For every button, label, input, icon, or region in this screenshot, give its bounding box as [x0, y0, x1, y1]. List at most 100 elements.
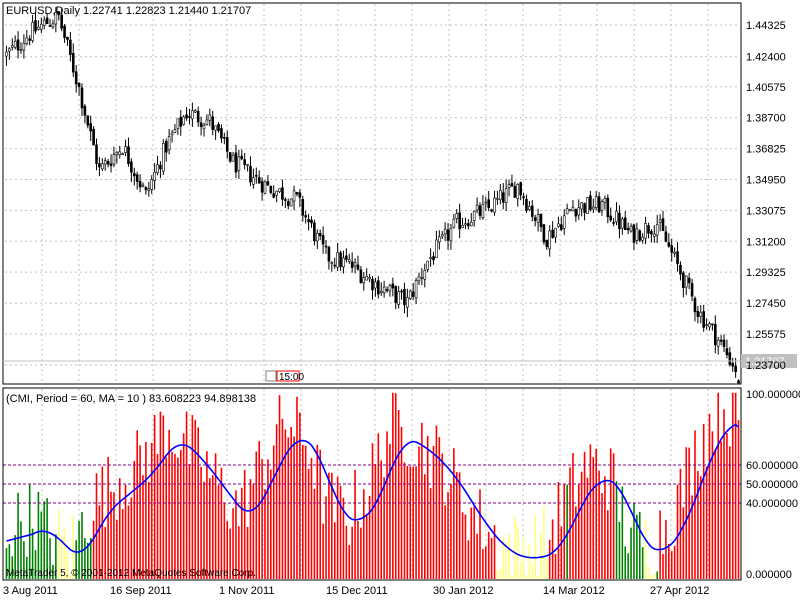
candle-body	[220, 128, 223, 139]
indicator-tick-label: 100.000000	[746, 389, 800, 401]
price-tick-label: 1.44325	[746, 20, 786, 32]
candle-body	[574, 209, 578, 217]
candle-body	[112, 154, 116, 165]
candle-body	[539, 213, 543, 228]
price-panel-frame[interactable]	[2, 2, 742, 385]
candle-body	[687, 277, 691, 284]
candle-body	[522, 196, 525, 199]
candle-body	[205, 119, 209, 125]
candle-body	[173, 129, 177, 133]
candle-body	[159, 164, 162, 170]
candle-body	[167, 136, 171, 151]
candle-body	[676, 251, 679, 264]
candle-body	[182, 116, 185, 125]
candle-body	[269, 185, 273, 193]
candle-body	[379, 290, 383, 294]
candle-body	[214, 125, 217, 131]
candle-body	[388, 285, 392, 292]
candle-body	[25, 37, 29, 45]
candle-body	[45, 17, 49, 25]
indicator-panel-title: (CMI, Period = 60, MA = 10 ) 83.608223 9…	[6, 393, 256, 405]
candle-body	[377, 280, 380, 295]
candle-body	[333, 264, 337, 267]
candle-body	[693, 298, 697, 313]
candle-body	[371, 278, 374, 291]
candle-body	[316, 232, 319, 242]
candle-body	[603, 198, 607, 203]
candle-body	[199, 122, 203, 127]
event-marker-box[interactable]	[276, 370, 300, 382]
price-tick-label: 1.36825	[746, 144, 786, 156]
candle-body	[629, 225, 633, 232]
candle-body	[626, 227, 630, 231]
candle-body	[144, 187, 148, 191]
candle-body	[487, 199, 491, 208]
candle-body	[185, 114, 188, 119]
candle-body	[728, 352, 732, 365]
candle-body	[228, 152, 232, 162]
cmi-moving-average-line	[6, 423, 740, 559]
indicator-tick-label: 40.000000	[746, 498, 798, 510]
candle-body	[426, 260, 429, 270]
candle-body	[234, 152, 238, 173]
price-grid	[5, 4, 740, 383]
price-axis: 1.44325 1.42400 1.40575 1.38700 1.36825 …	[746, 20, 786, 372]
candle-body	[583, 203, 586, 213]
candle-body	[501, 192, 505, 203]
candle-body	[716, 339, 720, 347]
candle-body	[106, 161, 110, 165]
indicator-panel-frame[interactable]	[2, 387, 742, 581]
indicator-tick-label: 0.000000	[746, 569, 792, 581]
candle-body	[191, 110, 194, 120]
candle-body	[737, 380, 740, 384]
price-tick-label: 1.42400	[746, 52, 786, 64]
candle-body	[217, 124, 220, 131]
candle-body	[650, 231, 653, 235]
candle-body	[722, 339, 726, 347]
candle-body	[623, 217, 627, 231]
candle-body	[272, 193, 276, 198]
candle-body	[600, 201, 604, 211]
candle-body	[667, 242, 671, 247]
indicator-levels	[3, 464, 741, 504]
candle-body	[403, 288, 406, 306]
candle-body	[10, 45, 14, 48]
candlestick-series	[5, 7, 740, 384]
candle-body	[237, 156, 241, 171]
candle-body	[670, 245, 674, 253]
candle-body	[22, 43, 26, 51]
candle-body	[95, 144, 98, 164]
candle-body	[179, 116, 183, 127]
candle-body	[211, 116, 215, 131]
candle-body	[34, 20, 37, 32]
candle-body	[618, 212, 621, 230]
candle-body	[382, 286, 386, 294]
candle-body	[368, 277, 371, 280]
candle-body	[530, 205, 534, 217]
candle-body	[655, 224, 659, 236]
candle-body	[714, 324, 717, 346]
candle-body	[42, 19, 46, 26]
candle-body	[176, 118, 180, 129]
indicator-tick-label: 50.000000	[746, 479, 798, 491]
candle-body	[362, 277, 366, 284]
candle-body	[249, 165, 252, 183]
candle-body	[568, 209, 572, 211]
candle-body	[202, 124, 206, 130]
price-tick-label: 1.40575	[746, 82, 786, 94]
candle-body	[40, 23, 43, 30]
candle-body	[118, 151, 122, 156]
candle-body	[397, 291, 400, 305]
candle-body	[252, 177, 255, 185]
candle-body	[5, 51, 8, 57]
candle-body	[286, 201, 290, 206]
candle-body	[310, 219, 313, 224]
candle-body	[519, 182, 522, 196]
price-tick-label: 1.27450	[746, 298, 786, 310]
candle-body	[324, 245, 328, 248]
event-marker-icon[interactable]	[265, 370, 277, 382]
price-tick-label: 1.29325	[746, 267, 786, 279]
